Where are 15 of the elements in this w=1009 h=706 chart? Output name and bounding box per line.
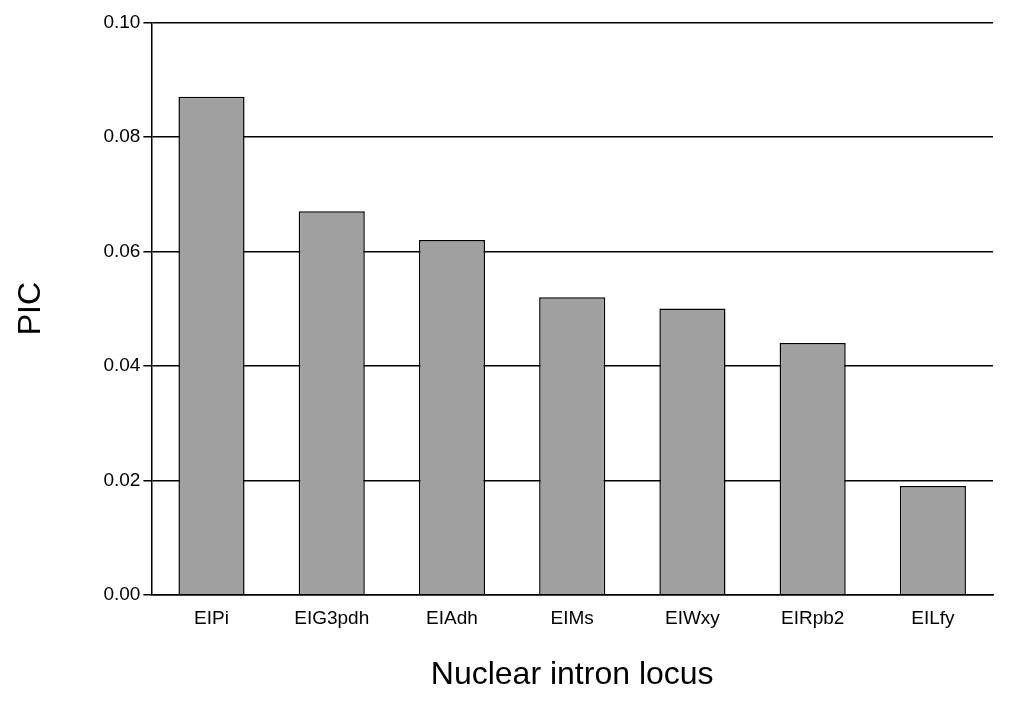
- x-tick-label: EIPi: [194, 607, 229, 629]
- y-tick-label: 0.00: [103, 583, 141, 605]
- x-axis-title: Nuclear intron locus: [430, 654, 714, 691]
- x-tick-label: EILfy: [911, 607, 956, 629]
- y-tick-label: 0.04: [103, 354, 141, 376]
- x-tick-label: EIMs: [550, 607, 594, 629]
- y-axis-title: PIC: [11, 281, 48, 336]
- y-tick-label: 0.08: [103, 125, 141, 147]
- x-tick-label: EIAdh: [426, 607, 478, 629]
- x-tick-label: EIRpb2: [780, 607, 845, 629]
- x-tick-label: EIWxy: [664, 607, 721, 629]
- x-tick-label: EIG3pdh: [294, 607, 370, 629]
- y-tick-label: 0.02: [103, 468, 141, 490]
- y-tick-label: 0.10: [103, 10, 141, 32]
- y-tick-label: 0.06: [103, 239, 141, 261]
